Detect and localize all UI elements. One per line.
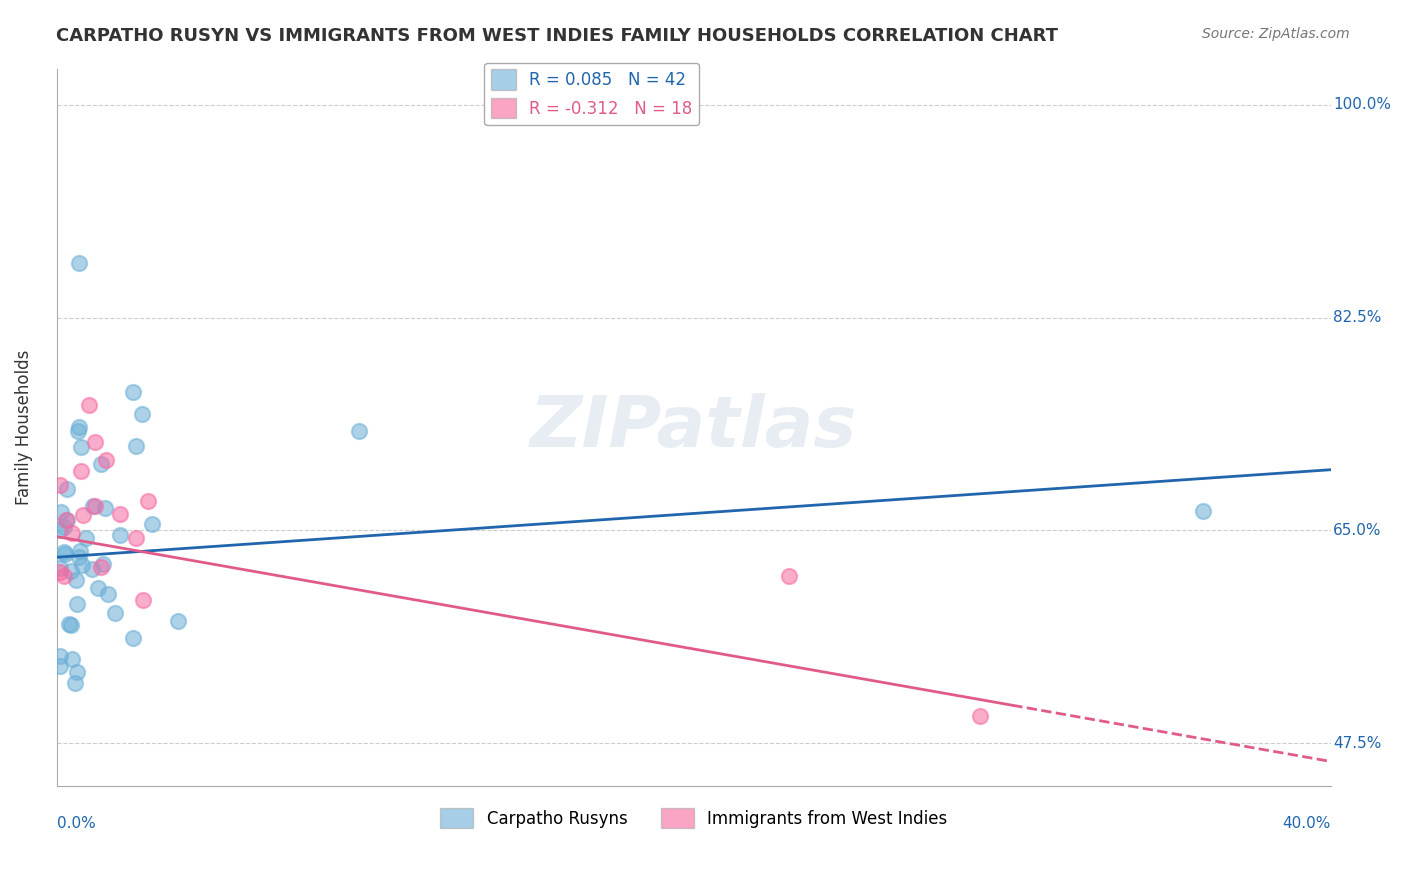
Text: 0.0%: 0.0% <box>56 816 96 831</box>
Point <box>49 560 72 574</box>
Point <box>136 493 159 508</box>
Point <box>66 597 89 611</box>
Text: 100.0%: 100.0% <box>1333 97 1392 112</box>
Point <box>125 439 148 453</box>
Point <box>122 384 145 399</box>
Point <box>49 523 72 537</box>
Point <box>91 557 114 571</box>
Point <box>778 569 800 583</box>
Text: Source: ZipAtlas.com: Source: ZipAtlas.com <box>1202 27 1350 41</box>
Point <box>90 457 112 471</box>
Point <box>49 648 72 663</box>
Point <box>69 544 91 558</box>
Point <box>110 507 132 521</box>
Point <box>52 569 75 583</box>
Y-axis label: Family Households: Family Households <box>15 350 32 505</box>
Point <box>66 665 89 680</box>
Point <box>49 659 72 673</box>
Text: 65.0%: 65.0% <box>1333 523 1382 538</box>
Point <box>94 500 117 515</box>
Point <box>52 545 75 559</box>
Point <box>63 676 86 690</box>
Point <box>84 435 107 450</box>
Point <box>67 419 90 434</box>
Point <box>131 592 153 607</box>
Point <box>131 407 153 421</box>
Text: 40.0%: 40.0% <box>1282 816 1331 831</box>
Point <box>75 531 97 545</box>
Point <box>80 562 103 576</box>
Point <box>86 581 108 595</box>
Point <box>53 520 76 534</box>
Point <box>103 606 125 620</box>
Point <box>125 531 148 545</box>
Point <box>83 499 105 513</box>
Point <box>55 513 77 527</box>
Point <box>67 549 90 564</box>
Point <box>82 499 104 513</box>
Point <box>122 631 145 645</box>
Point <box>97 587 120 601</box>
Point <box>141 517 163 532</box>
Point <box>53 547 76 561</box>
Point <box>110 528 132 542</box>
Point <box>56 513 79 527</box>
Point <box>96 453 118 467</box>
Point <box>51 505 73 519</box>
Point <box>65 573 87 587</box>
Point <box>67 424 90 438</box>
Point <box>49 478 72 492</box>
Point <box>70 558 93 573</box>
Point <box>969 709 991 723</box>
Point <box>55 482 77 496</box>
Text: ZIPatlas: ZIPatlas <box>530 392 858 462</box>
Point <box>69 464 91 478</box>
Point <box>60 564 83 578</box>
Point <box>1192 504 1215 518</box>
Point <box>77 398 100 412</box>
Text: 47.5%: 47.5% <box>1333 736 1382 751</box>
Text: 82.5%: 82.5% <box>1333 310 1382 326</box>
Point <box>49 565 72 579</box>
Point <box>60 618 83 632</box>
Point <box>90 560 112 574</box>
Point <box>349 425 371 439</box>
Text: CARPATHO RUSYN VS IMMIGRANTS FROM WEST INDIES FAMILY HOUSEHOLDS CORRELATION CHAR: CARPATHO RUSYN VS IMMIGRANTS FROM WEST I… <box>56 27 1059 45</box>
Point <box>72 508 94 522</box>
Point <box>60 526 83 541</box>
Point <box>70 440 93 454</box>
Legend: Carpatho Rusyns, Immigrants from West Indies: Carpatho Rusyns, Immigrants from West In… <box>433 801 955 835</box>
Point <box>58 617 80 632</box>
Point <box>67 256 90 270</box>
Point <box>60 652 83 666</box>
Point <box>167 614 190 628</box>
